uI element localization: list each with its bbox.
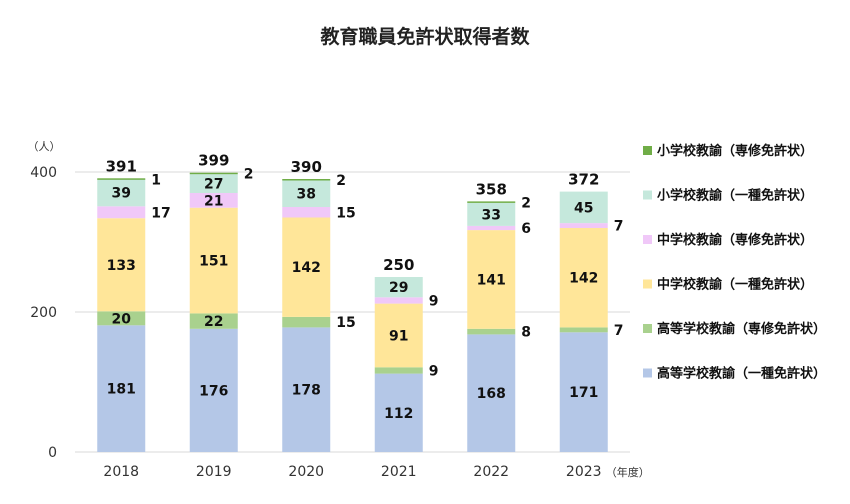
bar-segment bbox=[467, 202, 516, 226]
data-label: 142 bbox=[292, 260, 321, 276]
data-label: 15 bbox=[336, 315, 355, 331]
data-label: 8 bbox=[521, 325, 531, 341]
bar-segment bbox=[189, 328, 238, 452]
chart-title: 教育職員免許状取得者数 bbox=[320, 26, 530, 48]
data-label: 38 bbox=[297, 187, 316, 203]
data-label: 2 bbox=[336, 173, 346, 189]
bar-segment bbox=[467, 225, 516, 231]
legend-label: 中学校教諭（一種免許状） bbox=[657, 277, 813, 293]
total-label: 399 bbox=[198, 152, 229, 170]
legend-label: 小学校教諭（専修免許状） bbox=[657, 143, 813, 159]
bar-segment bbox=[374, 303, 423, 368]
bar-segment bbox=[559, 332, 608, 452]
bar-segment bbox=[374, 297, 423, 304]
bar-segment bbox=[189, 193, 238, 208]
bar-segment bbox=[559, 228, 608, 328]
bar-segment bbox=[189, 174, 238, 193]
total-label: 391 bbox=[106, 157, 137, 175]
bar-segment bbox=[467, 334, 516, 452]
bar-segment bbox=[559, 191, 608, 224]
legend-label: 高等学校教諭（専修免許状） bbox=[657, 321, 826, 337]
data-label: 39 bbox=[112, 186, 131, 202]
bar-segment bbox=[282, 180, 331, 207]
data-label: 133 bbox=[107, 258, 136, 274]
bar-segment bbox=[282, 217, 331, 317]
data-label: 112 bbox=[384, 406, 413, 422]
data-label: 29 bbox=[389, 280, 408, 296]
data-label: 17 bbox=[151, 205, 170, 221]
bar-segment bbox=[374, 373, 423, 452]
data-label: 6 bbox=[521, 221, 531, 237]
bar-segment bbox=[97, 325, 146, 452]
legend-label: 小学校教諭（一種免許状） bbox=[657, 188, 813, 204]
data-label: 9 bbox=[429, 363, 439, 379]
y-tick-label: 0 bbox=[48, 445, 57, 461]
data-label: 151 bbox=[199, 254, 228, 270]
data-label: 141 bbox=[477, 272, 506, 288]
bar-segment bbox=[282, 179, 331, 181]
x-tick-label: 2020 bbox=[288, 464, 324, 480]
data-label: 7 bbox=[614, 323, 624, 339]
legend-swatch bbox=[643, 235, 652, 244]
data-label: 27 bbox=[204, 177, 223, 193]
y-tick-label: 400 bbox=[30, 165, 57, 181]
bar-segment bbox=[282, 327, 331, 452]
data-label: 142 bbox=[569, 271, 598, 287]
legend-label: 中学校教諭（専修免許状） bbox=[657, 232, 813, 248]
bar-segment bbox=[97, 218, 146, 312]
legend-swatch bbox=[643, 146, 652, 155]
data-label: 181 bbox=[107, 382, 136, 398]
data-label: 20 bbox=[112, 311, 132, 327]
bar-segment bbox=[189, 172, 238, 175]
bar-segment bbox=[467, 201, 516, 203]
y-tick-label: 200 bbox=[30, 305, 57, 321]
data-label: 9 bbox=[429, 293, 439, 309]
bar-segment bbox=[374, 277, 423, 298]
data-label: 168 bbox=[477, 386, 506, 402]
legend-swatch bbox=[643, 324, 652, 333]
data-label: 45 bbox=[574, 200, 593, 216]
data-label: 22 bbox=[204, 314, 223, 330]
legend-swatch bbox=[643, 279, 652, 289]
bar-segment bbox=[189, 313, 238, 329]
data-label: 178 bbox=[292, 383, 321, 399]
legend-label: 高等学校教諭（一種免許状） bbox=[657, 366, 826, 382]
bar-segment bbox=[559, 223, 608, 228]
data-label: 1 bbox=[151, 172, 161, 188]
legend-swatch bbox=[643, 190, 652, 200]
total-label: 372 bbox=[568, 171, 599, 189]
bar-segment bbox=[467, 328, 516, 335]
total-label: 390 bbox=[291, 158, 322, 176]
x-tick-label: 2018 bbox=[103, 464, 139, 480]
total-label: 250 bbox=[383, 256, 414, 274]
bar-segment bbox=[189, 207, 238, 314]
data-label: 2 bbox=[244, 167, 254, 183]
data-label: 171 bbox=[569, 385, 598, 401]
data-label: 91 bbox=[389, 328, 408, 344]
x-axis-unit: （年度） bbox=[606, 465, 650, 479]
data-label: 2 bbox=[521, 195, 531, 211]
data-label: 176 bbox=[199, 383, 228, 399]
x-tick-label: 2022 bbox=[473, 464, 509, 480]
data-label: 15 bbox=[336, 205, 355, 221]
total-label: 358 bbox=[476, 180, 507, 198]
legend-swatch bbox=[643, 368, 652, 378]
bar-segment bbox=[97, 178, 146, 180]
bar-segment bbox=[467, 230, 516, 329]
y-axis-unit: （人） bbox=[28, 140, 61, 153]
bar-segment bbox=[97, 179, 146, 207]
bar-segment bbox=[97, 311, 146, 326]
bar-segment bbox=[282, 207, 331, 218]
x-tick-label: 2023 bbox=[566, 464, 602, 480]
data-label: 21 bbox=[204, 193, 223, 209]
bar-segment bbox=[559, 327, 608, 333]
bar-segment bbox=[374, 367, 423, 374]
x-tick-label: 2019 bbox=[196, 464, 232, 480]
data-label: 7 bbox=[614, 219, 624, 235]
data-label: 33 bbox=[482, 207, 501, 223]
x-tick-label: 2021 bbox=[381, 464, 417, 480]
bar-segment bbox=[282, 316, 331, 328]
bar-segment bbox=[97, 206, 146, 219]
